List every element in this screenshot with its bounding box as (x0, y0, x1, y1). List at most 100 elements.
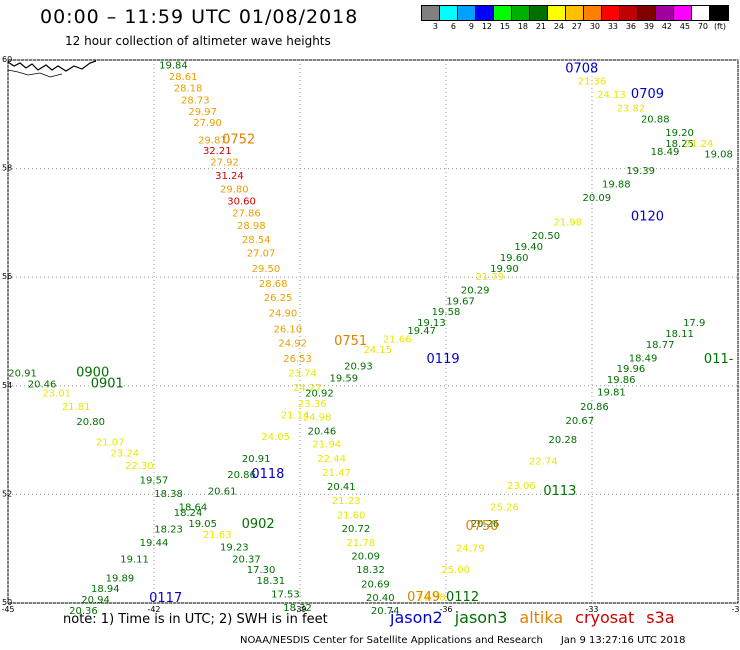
wave-height-value: 19.11 (120, 554, 149, 565)
wave-height-value: 31.24 (215, 171, 244, 182)
colorbar-swatch (584, 6, 602, 20)
wave-height-value: 19.40 (514, 242, 543, 253)
wave-height-value: 20.09 (351, 552, 380, 563)
wave-height-value: 21.94 (312, 440, 341, 451)
wave-height-value: 27.90 (193, 118, 222, 129)
colorbar-label: 70 (697, 22, 708, 31)
wave-height-value: 19.44 (140, 538, 169, 549)
map-grid (7, 59, 739, 604)
wave-height-value: 19.89 (106, 573, 135, 584)
colorbar-swatch (602, 6, 620, 20)
wave-height-value: 19.67 (446, 296, 475, 307)
wave-height-value: 20.93 (344, 362, 373, 373)
wave-height-value: 21.36 (578, 76, 607, 87)
legend-item-s3a: s3a (646, 608, 675, 627)
colorbar-swatch (548, 6, 566, 20)
wave-height-value: 20.72 (342, 524, 371, 535)
wave-height-value: 18.23 (154, 524, 183, 535)
colorbar-label: 33 (607, 22, 618, 31)
wave-height-value: 17.30 (247, 565, 276, 576)
wave-height-value: 18.38 (154, 489, 183, 500)
colorbar-swatch (710, 6, 728, 20)
colorbar-label: 12 (481, 22, 492, 31)
wave-height-value: 24.15 (364, 345, 393, 356)
wave-height-value: 19.96 (617, 364, 646, 375)
wave-height-value: 23.06 (507, 481, 536, 492)
wave-height-value: 19.86 (607, 375, 636, 386)
wave-height-value: 18.49 (629, 353, 658, 364)
wave-height-value: 18.77 (646, 340, 675, 351)
legend-item-altika: altika (519, 608, 564, 627)
pass-labels: 0708 0709 0752 0751 0750 0749 0120 0119 0118 0117… (76, 61, 734, 605)
wave-height-value: 28.54 (242, 235, 271, 246)
wave-height-value: 24.92 (278, 339, 307, 350)
wave-height-value: 20.86 (227, 470, 256, 481)
wave-height-value: 19.59 (329, 373, 358, 384)
colorbar-swatch (638, 6, 656, 20)
wave-height-value: 20.28 (548, 435, 577, 446)
wave-height-value: 25.26 (490, 503, 519, 514)
credit-line: NOAA/NESDIS Center for Satellite Applica… (240, 635, 686, 646)
pass-label: 011- (704, 352, 734, 367)
wave-height-value: 29.50 (252, 264, 281, 275)
lon-tick-label: -30 (731, 605, 740, 614)
lat-tick-label: 50 (2, 598, 12, 607)
pass-label: 0901 (91, 376, 124, 391)
colorbar-label: 6 (450, 22, 456, 31)
wave-height-value: 24.13 (597, 90, 626, 101)
colorbar-label: 42 (661, 22, 672, 31)
wave-height-value: 22.44 (317, 454, 346, 465)
lat-tick-label: 56 (2, 272, 12, 281)
wave-height-value: 18.11 (665, 329, 694, 340)
credit-text: NOAA/NESDIS Center for Satellite Applica… (240, 635, 543, 646)
colorbar-swatch (566, 6, 584, 20)
colorbar-swatch (458, 6, 476, 20)
wave-height-value: 21.63 (203, 530, 232, 541)
colorbar-swatch (530, 6, 548, 20)
wave-height-value: 24.98 (303, 413, 332, 424)
satellite-legend: jason2 jason3 altika cryosat s3a (390, 608, 687, 627)
wave-height-value: 26.25 (264, 293, 293, 304)
wave-height-value: 21.66 (383, 334, 412, 345)
wave-height-value: 23.01 (42, 389, 71, 400)
pass-label: 0119 (427, 352, 460, 367)
colorbar-label: 3 (432, 22, 438, 31)
wave-height-value: 27.92 (210, 157, 239, 168)
wave-height-value: 17.53 (271, 590, 300, 601)
wave-height-value: 19.13 (417, 318, 446, 329)
wave-height-value: 18.25 (665, 139, 694, 150)
lat-tick-label: 54 (2, 381, 12, 390)
wave-height-value: 19.84 (159, 61, 188, 72)
wave-height-value: 20.80 (76, 417, 105, 428)
colorbar-label: 18 (517, 22, 528, 31)
wave-height-value: 21.24 (685, 139, 714, 150)
pass-label: 0118 (251, 467, 284, 482)
wave-height-value: 28.68 (259, 279, 288, 290)
track-jason3-0900-0902: 20.9120.4623.0121.8120.8021.0723.2422.30… (8, 369, 312, 615)
wave-height-value: 18.64 (179, 503, 208, 514)
wave-height-value: 20.86 (580, 402, 609, 413)
wave-height-value: 17.9 (683, 318, 705, 329)
wave-height-value: 19.57 (140, 476, 169, 487)
colorbar-swatch (422, 6, 440, 20)
wave-height-value: 28.98 (237, 221, 266, 232)
page-subtitle: 12 hour collection of altimeter wave hei… (65, 34, 331, 48)
wave-height-value: 25.00 (441, 565, 470, 576)
wave-height-value: 18.24 (174, 508, 203, 519)
wave-height-value: 24.27 (293, 383, 322, 394)
wave-height-value: 28.61 (169, 72, 198, 83)
coastline (7, 60, 97, 78)
wave-height-value: 19.47 (407, 326, 436, 337)
wave-height-value: 29.87 (198, 136, 227, 147)
coastline-path (7, 69, 63, 78)
colorbar-label: 39 (643, 22, 654, 31)
wave-height-value: 19.08 (704, 150, 733, 161)
wave-height-value: 20.91 (8, 369, 37, 380)
wave-height-value: 21.23 (332, 496, 361, 507)
wave-height-value: 26.10 (274, 325, 303, 336)
axis-ticks: -45 -42 -39 -36 -33 -30 50 52 54 56 58 60 (1, 55, 740, 614)
pass-label: 0750 (465, 519, 498, 534)
